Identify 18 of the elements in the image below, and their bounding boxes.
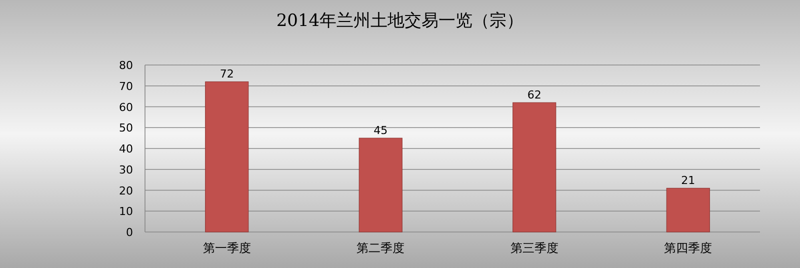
data-label: 72 (220, 68, 234, 81)
y-tick-label: 60 (119, 100, 133, 114)
y-tick-label: 20 (119, 184, 133, 198)
data-label: 21 (681, 174, 696, 188)
x-tick-label: 第四季度 (664, 241, 712, 255)
x-tick-label: 第三季度 (510, 241, 558, 255)
x-tick-label: 第一季度 (202, 241, 251, 255)
data-label: 62 (527, 88, 542, 102)
y-tick-label: 30 (119, 163, 133, 176)
data-label: 45 (374, 124, 388, 138)
y-tick-label: 70 (119, 80, 133, 93)
y-tick-label: 0 (126, 226, 133, 239)
y-tick-label: 80 (119, 59, 133, 72)
y-tick-label: 10 (119, 205, 133, 218)
x-tick-label: 第二季度 (356, 241, 405, 255)
y-tick-label: 50 (119, 122, 133, 135)
chart-title: 2014年兰州土地交易一览（宗） (276, 11, 524, 31)
y-tick-label: 40 (119, 142, 133, 156)
